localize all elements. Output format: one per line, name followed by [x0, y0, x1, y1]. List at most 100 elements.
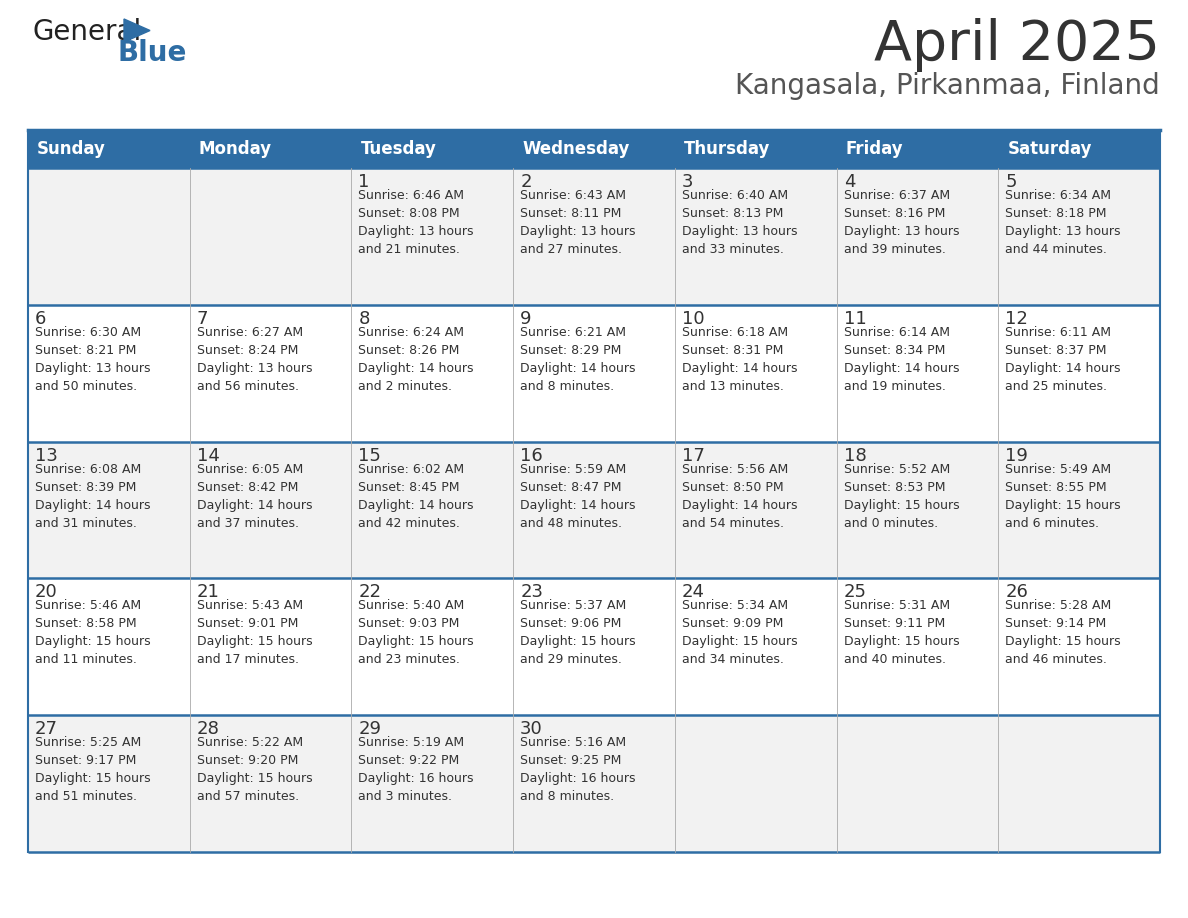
Bar [675, 442, 836, 578]
Bar [29, 578, 190, 715]
Bar [836, 715, 998, 852]
Bar [513, 715, 675, 852]
Text: Sunrise: 5:49 AM
Sunset: 8:55 PM
Daylight: 15 hours
and 6 minutes.: Sunrise: 5:49 AM Sunset: 8:55 PM Dayligh… [1005, 463, 1121, 530]
Text: 15: 15 [359, 446, 381, 465]
Text: Kangasala, Pirkanmaa, Finland: Kangasala, Pirkanmaa, Finland [735, 72, 1159, 100]
Text: 4: 4 [843, 173, 855, 191]
Text: 16: 16 [520, 446, 543, 465]
Text: 23: 23 [520, 584, 543, 601]
Bar [190, 130, 352, 168]
Text: Saturday: Saturday [1007, 140, 1092, 158]
Text: 8: 8 [359, 309, 369, 328]
Bar [836, 130, 998, 168]
Polygon shape [124, 19, 150, 42]
Text: Monday: Monday [198, 140, 272, 158]
Text: Sunrise: 5:34 AM
Sunset: 9:09 PM
Daylight: 15 hours
and 34 minutes.: Sunrise: 5:34 AM Sunset: 9:09 PM Dayligh… [682, 599, 797, 666]
Text: 20: 20 [34, 584, 58, 601]
Text: April 2025: April 2025 [874, 18, 1159, 72]
Bar [352, 715, 513, 852]
Text: 17: 17 [682, 446, 704, 465]
Text: 28: 28 [197, 721, 220, 738]
Bar [513, 442, 675, 578]
Text: 29: 29 [359, 721, 381, 738]
Bar [836, 305, 998, 442]
Text: Sunrise: 6:21 AM
Sunset: 8:29 PM
Daylight: 14 hours
and 8 minutes.: Sunrise: 6:21 AM Sunset: 8:29 PM Dayligh… [520, 326, 636, 393]
Bar [836, 442, 998, 578]
Text: Blue: Blue [116, 39, 187, 67]
Text: Sunrise: 5:22 AM
Sunset: 9:20 PM
Daylight: 15 hours
and 57 minutes.: Sunrise: 5:22 AM Sunset: 9:20 PM Dayligh… [197, 736, 312, 803]
Bar [29, 130, 190, 168]
Bar [352, 130, 513, 168]
Bar [836, 168, 998, 305]
Text: 26: 26 [1005, 584, 1028, 601]
Text: 3: 3 [682, 173, 694, 191]
Bar [513, 168, 675, 305]
Bar [29, 442, 190, 578]
Text: Sunrise: 6:14 AM
Sunset: 8:34 PM
Daylight: 14 hours
and 19 minutes.: Sunrise: 6:14 AM Sunset: 8:34 PM Dayligh… [843, 326, 959, 393]
Bar [675, 168, 836, 305]
Text: Sunrise: 6:27 AM
Sunset: 8:24 PM
Daylight: 13 hours
and 56 minutes.: Sunrise: 6:27 AM Sunset: 8:24 PM Dayligh… [197, 326, 312, 393]
Bar [513, 130, 675, 168]
Bar [513, 305, 675, 442]
Text: 22: 22 [359, 584, 381, 601]
Text: Sunrise: 5:46 AM
Sunset: 8:58 PM
Daylight: 15 hours
and 11 minutes.: Sunrise: 5:46 AM Sunset: 8:58 PM Dayligh… [34, 599, 151, 666]
Bar [675, 715, 836, 852]
Text: 1: 1 [359, 173, 369, 191]
Text: Sunrise: 6:46 AM
Sunset: 8:08 PM
Daylight: 13 hours
and 21 minutes.: Sunrise: 6:46 AM Sunset: 8:08 PM Dayligh… [359, 189, 474, 256]
Bar [998, 715, 1159, 852]
Text: Sunrise: 5:43 AM
Sunset: 9:01 PM
Daylight: 15 hours
and 17 minutes.: Sunrise: 5:43 AM Sunset: 9:01 PM Dayligh… [197, 599, 312, 666]
Text: 27: 27 [34, 721, 58, 738]
Text: Friday: Friday [846, 140, 903, 158]
Text: 9: 9 [520, 309, 532, 328]
Text: 10: 10 [682, 309, 704, 328]
Text: Sunrise: 5:16 AM
Sunset: 9:25 PM
Daylight: 16 hours
and 8 minutes.: Sunrise: 5:16 AM Sunset: 9:25 PM Dayligh… [520, 736, 636, 803]
Text: 25: 25 [843, 584, 866, 601]
Bar [675, 578, 836, 715]
Text: 24: 24 [682, 584, 704, 601]
Bar [190, 442, 352, 578]
Text: Sunrise: 6:37 AM
Sunset: 8:16 PM
Daylight: 13 hours
and 39 minutes.: Sunrise: 6:37 AM Sunset: 8:16 PM Dayligh… [843, 189, 959, 256]
Text: Sunrise: 6:05 AM
Sunset: 8:42 PM
Daylight: 14 hours
and 37 minutes.: Sunrise: 6:05 AM Sunset: 8:42 PM Dayligh… [197, 463, 312, 530]
Text: 14: 14 [197, 446, 220, 465]
Text: 5: 5 [1005, 173, 1017, 191]
Text: Sunrise: 5:25 AM
Sunset: 9:17 PM
Daylight: 15 hours
and 51 minutes.: Sunrise: 5:25 AM Sunset: 9:17 PM Dayligh… [34, 736, 151, 803]
Bar [190, 168, 352, 305]
Text: Sunrise: 6:40 AM
Sunset: 8:13 PM
Daylight: 13 hours
and 33 minutes.: Sunrise: 6:40 AM Sunset: 8:13 PM Dayligh… [682, 189, 797, 256]
Text: Tuesday: Tuesday [360, 140, 436, 158]
Bar [352, 305, 513, 442]
Text: Sunrise: 6:11 AM
Sunset: 8:37 PM
Daylight: 14 hours
and 25 minutes.: Sunrise: 6:11 AM Sunset: 8:37 PM Dayligh… [1005, 326, 1120, 393]
Text: Sunrise: 5:52 AM
Sunset: 8:53 PM
Daylight: 15 hours
and 0 minutes.: Sunrise: 5:52 AM Sunset: 8:53 PM Dayligh… [843, 463, 959, 530]
Text: Sunrise: 5:40 AM
Sunset: 9:03 PM
Daylight: 15 hours
and 23 minutes.: Sunrise: 5:40 AM Sunset: 9:03 PM Dayligh… [359, 599, 474, 666]
Text: Sunrise: 6:18 AM
Sunset: 8:31 PM
Daylight: 14 hours
and 13 minutes.: Sunrise: 6:18 AM Sunset: 8:31 PM Dayligh… [682, 326, 797, 393]
Text: 2: 2 [520, 173, 532, 191]
Text: 18: 18 [843, 446, 866, 465]
Text: Sunrise: 6:02 AM
Sunset: 8:45 PM
Daylight: 14 hours
and 42 minutes.: Sunrise: 6:02 AM Sunset: 8:45 PM Dayligh… [359, 463, 474, 530]
Bar [29, 715, 190, 852]
Text: Thursday: Thursday [684, 140, 770, 158]
Text: Sunrise: 6:34 AM
Sunset: 8:18 PM
Daylight: 13 hours
and 44 minutes.: Sunrise: 6:34 AM Sunset: 8:18 PM Dayligh… [1005, 189, 1120, 256]
Text: Sunrise: 6:24 AM
Sunset: 8:26 PM
Daylight: 14 hours
and 2 minutes.: Sunrise: 6:24 AM Sunset: 8:26 PM Dayligh… [359, 326, 474, 393]
Bar [352, 442, 513, 578]
Text: Sunrise: 6:43 AM
Sunset: 8:11 PM
Daylight: 13 hours
and 27 minutes.: Sunrise: 6:43 AM Sunset: 8:11 PM Dayligh… [520, 189, 636, 256]
Bar [675, 305, 836, 442]
Text: Sunrise: 6:08 AM
Sunset: 8:39 PM
Daylight: 14 hours
and 31 minutes.: Sunrise: 6:08 AM Sunset: 8:39 PM Dayligh… [34, 463, 151, 530]
Bar [190, 578, 352, 715]
Text: 12: 12 [1005, 309, 1028, 328]
Text: 11: 11 [843, 309, 866, 328]
Bar [675, 130, 836, 168]
Text: Wednesday: Wednesday [523, 140, 630, 158]
Bar [998, 130, 1159, 168]
Bar [190, 715, 352, 852]
Bar [29, 305, 190, 442]
Text: 30: 30 [520, 721, 543, 738]
Bar [190, 305, 352, 442]
Bar [998, 305, 1159, 442]
Bar [998, 168, 1159, 305]
Text: General: General [33, 18, 143, 46]
Text: 21: 21 [197, 584, 220, 601]
Bar [998, 442, 1159, 578]
Text: Sunrise: 6:30 AM
Sunset: 8:21 PM
Daylight: 13 hours
and 50 minutes.: Sunrise: 6:30 AM Sunset: 8:21 PM Dayligh… [34, 326, 151, 393]
Text: 19: 19 [1005, 446, 1028, 465]
Bar [352, 578, 513, 715]
Text: Sunrise: 5:59 AM
Sunset: 8:47 PM
Daylight: 14 hours
and 48 minutes.: Sunrise: 5:59 AM Sunset: 8:47 PM Dayligh… [520, 463, 636, 530]
